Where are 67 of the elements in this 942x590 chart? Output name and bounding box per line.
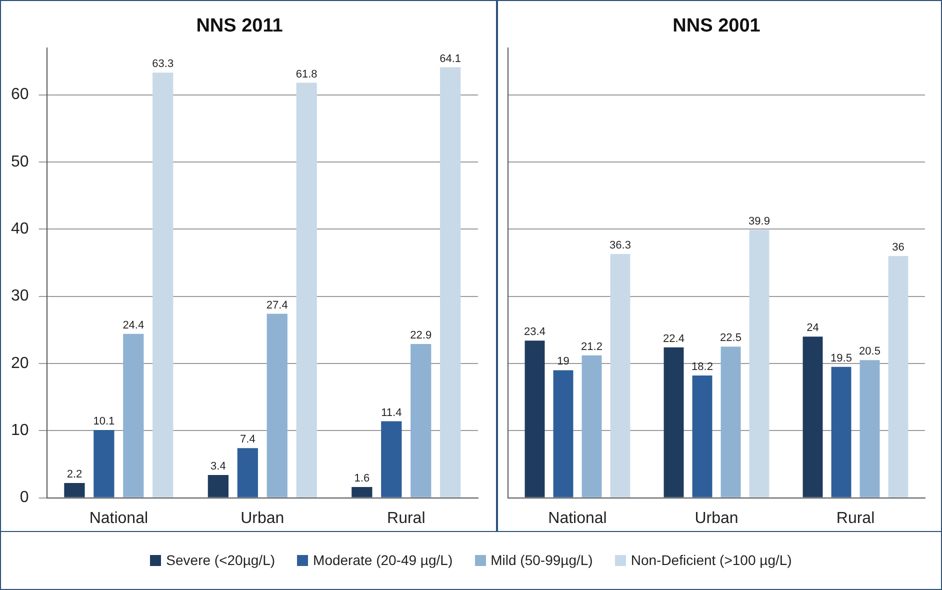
bar (237, 448, 258, 498)
data-label: 21.2 (581, 340, 602, 353)
x-tick-label: National (548, 510, 607, 527)
data-label: 10.1 (93, 415, 115, 428)
x-tick-label: Rural (836, 510, 875, 527)
y-tick-label: 20 (11, 354, 29, 372)
y-tick-label: 10 (11, 422, 29, 440)
data-label: 27.4 (266, 299, 288, 312)
y-tick-label: 40 (11, 220, 29, 238)
bar (94, 430, 114, 498)
bar (64, 483, 85, 498)
bar (553, 370, 574, 498)
data-label: 36 (892, 242, 904, 254)
bar (296, 82, 317, 498)
bar (860, 360, 880, 498)
x-tick-label: Urban (240, 510, 284, 527)
bar (440, 67, 461, 498)
data-label: 24 (806, 322, 819, 334)
data-label: 24.4 (122, 319, 144, 332)
legend-label: Mild (50-99µg/L) (490, 552, 593, 568)
bar (152, 72, 174, 498)
bar (664, 347, 684, 498)
x-tick-label: National (89, 510, 148, 527)
bar (831, 366, 852, 498)
data-label: 22.4 (663, 332, 684, 345)
data-label: 22.9 (410, 330, 432, 342)
bar (749, 230, 770, 498)
y-tick-label: 30 (11, 288, 29, 305)
bar (123, 334, 144, 498)
data-label: 20.5 (859, 346, 880, 358)
data-label: 2.2 (66, 468, 82, 481)
data-label: 19 (557, 356, 570, 368)
bar (266, 314, 288, 498)
x-tick-label: Urban (694, 510, 738, 527)
legend-label: Moderate (20-49 µg/L) (313, 552, 453, 568)
chart-title: NNS 2011 (196, 16, 284, 37)
y-tick-label: 0 (20, 489, 29, 506)
bar (888, 256, 908, 498)
bar (802, 336, 823, 498)
data-label: 22.5 (720, 332, 742, 344)
data-label: 39.9 (748, 215, 770, 228)
legend-label: Non-Deficient (>100 µg/L) (630, 552, 792, 568)
bar (381, 421, 402, 498)
legend-label: Severe (<20µg/L) (166, 552, 276, 568)
data-label: 18.2 (692, 361, 713, 374)
data-label: 3.4 (210, 460, 226, 472)
bar (208, 474, 229, 498)
bar (582, 355, 602, 498)
y-tick-label: 50 (11, 153, 29, 170)
data-label: 61.8 (296, 68, 318, 80)
data-label: 19.5 (830, 352, 852, 364)
bar (692, 376, 712, 498)
data-label: 7.4 (240, 434, 256, 446)
bar (352, 487, 372, 498)
data-label: 1.6 (354, 472, 370, 485)
x-tick-label: Rural (387, 510, 426, 527)
data-label: 23.4 (524, 326, 546, 338)
chart-title: NNS 2001 (672, 16, 761, 37)
bar (720, 346, 741, 498)
bar (610, 254, 630, 498)
data-label: 64.1 (440, 52, 462, 65)
data-label: 63.3 (152, 58, 174, 70)
bar (410, 344, 432, 498)
y-tick-label: 60 (11, 86, 29, 104)
data-label: 36.3 (610, 240, 631, 252)
bar (524, 340, 545, 498)
data-label: 11.4 (381, 406, 402, 419)
